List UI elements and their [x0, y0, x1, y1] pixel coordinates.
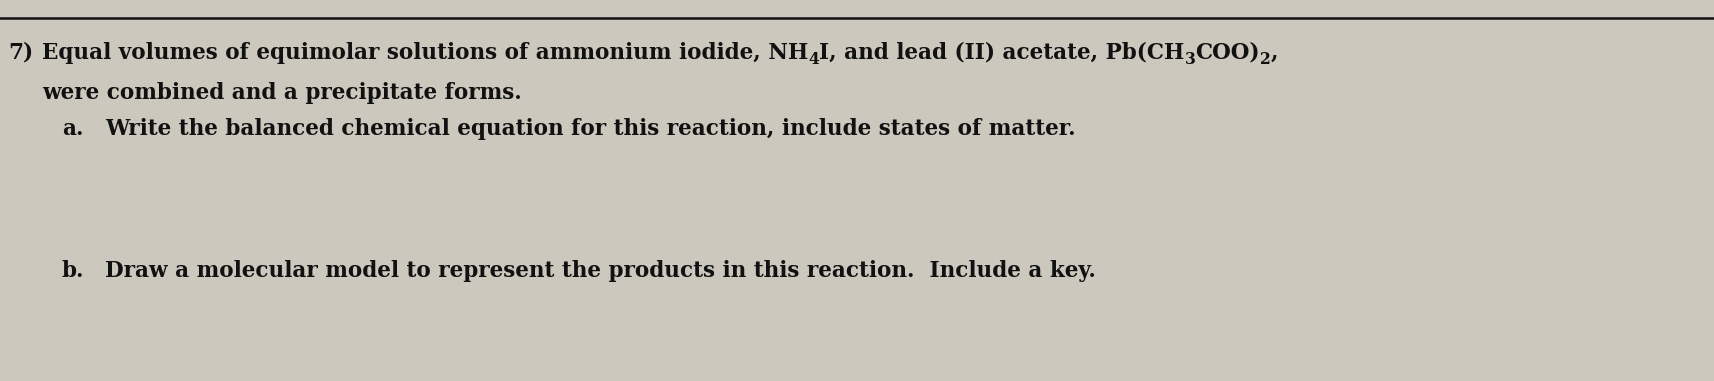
- Text: were combined and a precipitate forms.: were combined and a precipitate forms.: [41, 82, 521, 104]
- Text: COO): COO): [1195, 42, 1260, 64]
- Text: 7): 7): [9, 42, 33, 64]
- Text: ,: ,: [1270, 42, 1277, 64]
- Text: I, and lead (II) acetate, Pb(CH: I, and lead (II) acetate, Pb(CH: [819, 42, 1184, 64]
- Text: Equal volumes of equimolar solutions of ammonium iodide, NH: Equal volumes of equimolar solutions of …: [41, 42, 807, 64]
- Text: b.: b.: [62, 260, 84, 282]
- Text: Write the balanced chemical equation for this reaction, include states of matter: Write the balanced chemical equation for…: [105, 118, 1075, 140]
- Text: 2: 2: [1260, 51, 1270, 67]
- Text: 3: 3: [1184, 51, 1195, 67]
- Text: a.: a.: [62, 118, 84, 140]
- Text: 4: 4: [807, 51, 819, 67]
- Text: Draw a molecular model to represent the products in this reaction.  Include a ke: Draw a molecular model to represent the …: [105, 260, 1095, 282]
